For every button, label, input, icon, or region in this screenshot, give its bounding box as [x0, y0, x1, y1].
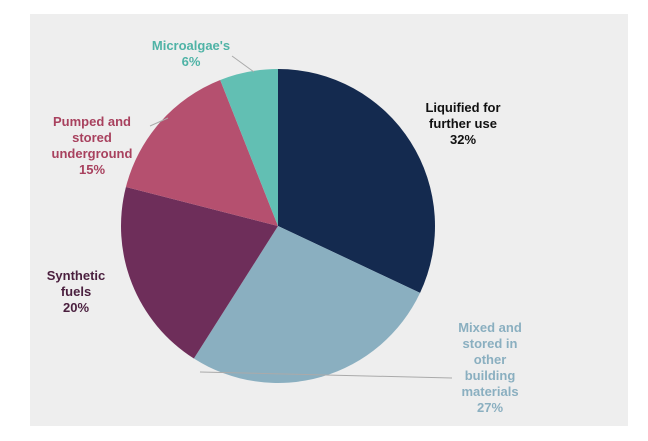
value-label: 15% — [78, 162, 106, 177]
category-name: Mixed and stored in other building mater… — [458, 320, 522, 399]
slice-label: Pumped and stored underground 15% — [40, 114, 144, 178]
category-name: Microalgae's — [151, 38, 231, 53]
category-name: Liquified for further use — [425, 100, 501, 131]
slice-label: Mixed and stored in other building mater… — [452, 320, 528, 416]
pie-slice — [120, 186, 278, 359]
value-label: 6% — [181, 54, 201, 69]
value-label: 20% — [62, 300, 90, 315]
pie-slice — [193, 226, 421, 383]
slice-label: Synthetic fuels 20% — [40, 268, 112, 316]
slice-label: Microalgae's 6% — [136, 38, 246, 70]
pie-slice — [125, 80, 279, 227]
pie-slice — [278, 69, 435, 293]
value-label: 27% — [476, 400, 504, 415]
pie-slice — [220, 69, 278, 226]
slice-label: Liquified for further use 32% — [404, 100, 522, 148]
category-name: Pumped and stored underground — [51, 114, 133, 161]
leader-line — [231, 55, 255, 73]
leader-line — [199, 371, 453, 379]
value-label: 32% — [449, 132, 477, 147]
leader-line — [149, 117, 169, 127]
category-name: Synthetic fuels — [46, 268, 106, 299]
